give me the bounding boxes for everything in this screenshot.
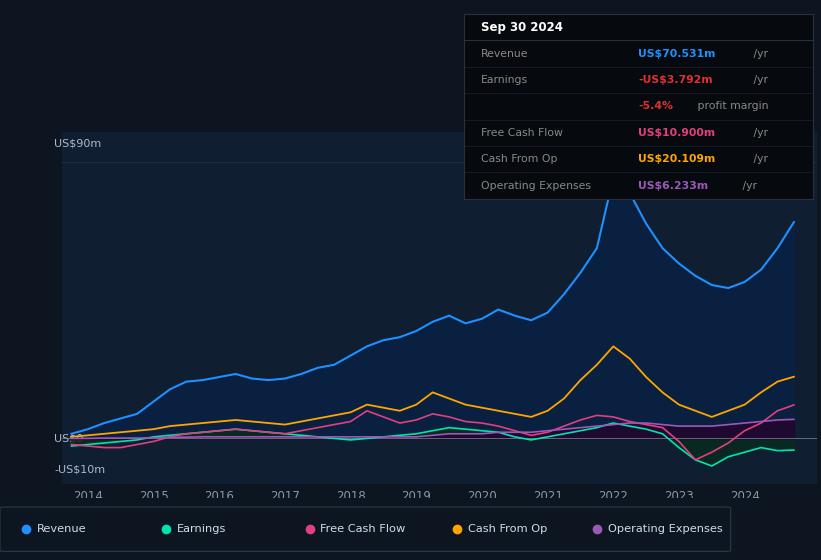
Text: Revenue: Revenue <box>37 524 86 534</box>
Text: US$10.900m: US$10.900m <box>639 128 715 138</box>
Text: Free Cash Flow: Free Cash Flow <box>481 128 563 138</box>
Text: US$90m: US$90m <box>54 138 101 148</box>
Text: US$0: US$0 <box>54 433 83 444</box>
Text: /yr: /yr <box>750 49 768 59</box>
Text: -5.4%: -5.4% <box>639 101 673 111</box>
Text: /yr: /yr <box>750 75 768 85</box>
Text: profit margin: profit margin <box>695 101 768 111</box>
Text: US$70.531m: US$70.531m <box>639 49 716 59</box>
Text: Revenue: Revenue <box>481 49 529 59</box>
Text: /yr: /yr <box>739 180 757 190</box>
Text: Operating Expenses: Operating Expenses <box>481 180 591 190</box>
Text: Cash From Op: Cash From Op <box>481 154 557 164</box>
Text: Cash From Op: Cash From Op <box>468 524 548 534</box>
Text: Operating Expenses: Operating Expenses <box>608 524 722 534</box>
Text: Free Cash Flow: Free Cash Flow <box>320 524 406 534</box>
Text: /yr: /yr <box>750 154 768 164</box>
Text: Earnings: Earnings <box>481 75 529 85</box>
Text: -US$10m: -US$10m <box>54 464 105 474</box>
Text: Sep 30 2024: Sep 30 2024 <box>481 21 563 34</box>
Text: Earnings: Earnings <box>177 524 226 534</box>
Text: US$20.109m: US$20.109m <box>639 154 716 164</box>
Text: US$6.233m: US$6.233m <box>639 180 709 190</box>
Text: /yr: /yr <box>750 128 768 138</box>
Text: -US$3.792m: -US$3.792m <box>639 75 713 85</box>
